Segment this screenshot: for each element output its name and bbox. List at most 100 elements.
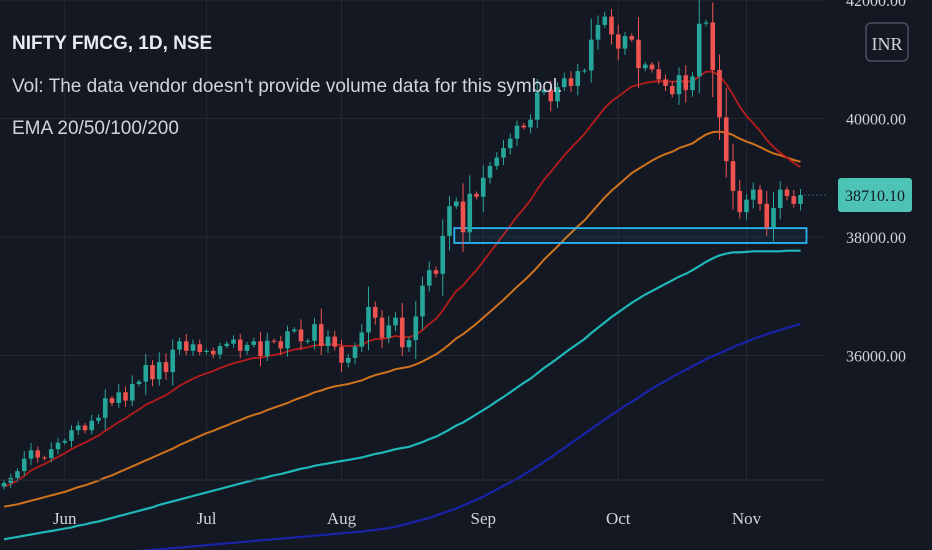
candle-body-40	[271, 340, 277, 342]
candle-body-43	[291, 329, 297, 332]
candle-body-30	[204, 350, 209, 352]
candle-body-27	[183, 341, 189, 351]
x-tick-label-jul: Jul	[197, 509, 217, 528]
ema50-line	[3, 130, 801, 508]
candle-body-99	[669, 85, 675, 95]
candle-body-60	[406, 340, 412, 348]
candle-body-37	[251, 341, 257, 345]
candle-body-111	[750, 189, 756, 200]
candle-body-8	[55, 442, 61, 450]
candle-body-4	[28, 450, 34, 459]
candle-body-28	[190, 344, 196, 351]
candle-body-25	[170, 349, 176, 373]
y-axis: 42000.00 40000.00 38000.00 36000.00	[846, 0, 906, 366]
candle-body-81	[548, 89, 554, 102]
candle-body-77	[521, 125, 527, 128]
x-tick-label-nov: Nov	[732, 509, 762, 528]
last-price-label: 38710.10	[838, 178, 912, 212]
currency-button-frame[interactable]	[865, 22, 909, 62]
candle-body-5	[35, 450, 41, 458]
candle-body-93	[629, 36, 635, 40]
candle-body-100	[676, 75, 682, 95]
chart-series	[1, 0, 826, 550]
symbol-title: NIFTY FMCG, 1D, NSE	[12, 33, 212, 54]
candle-body-88	[595, 24, 601, 40]
candle-body-16	[109, 398, 115, 403]
candle-body-117	[791, 196, 797, 204]
y-tick-label-3: 36000.00	[846, 349, 906, 366]
chart-grid	[0, 0, 826, 480]
candle-body-23	[156, 362, 162, 380]
candle-body-70	[474, 193, 479, 197]
y-tick-label-2: 38000.00	[846, 230, 906, 247]
candle-body-62	[420, 285, 425, 317]
candle-body-64	[433, 270, 439, 274]
candle-body-42	[285, 331, 290, 349]
candle-body-69	[467, 193, 473, 233]
candle-body-76	[514, 125, 520, 139]
candle-body-3	[21, 458, 27, 472]
candle-body-12	[82, 425, 88, 431]
candle-body-9	[62, 440, 68, 443]
indicator-label: EMA 20/50/100/200	[12, 118, 179, 139]
candle-body-66	[447, 206, 452, 236]
candle-body-84	[568, 78, 574, 86]
x-axis: Jun Jul Aug Sep Oct Nov	[53, 509, 762, 528]
candle-body-52	[352, 346, 358, 358]
candle-body-55	[372, 306, 378, 318]
candle-body-113	[764, 203, 770, 228]
candle-body-75	[507, 138, 513, 149]
candle-body-68	[460, 201, 466, 233]
candle-body-78	[528, 119, 533, 128]
candle-body-47	[318, 324, 324, 347]
candle-body-59	[399, 317, 405, 348]
candle-body-41	[278, 341, 284, 349]
candle-body-17	[116, 392, 122, 403]
currency-button-label[interactable]: INR	[872, 34, 903, 54]
candle-body-6	[42, 457, 47, 459]
candle-body-73	[494, 157, 500, 166]
candle-body-45	[305, 340, 311, 342]
x-tick-label-jun: Jun	[53, 509, 77, 528]
candle-body-58	[393, 317, 398, 326]
ema200-line	[138, 323, 801, 550]
candle-body-104	[703, 22, 709, 24]
candle-body-97	[656, 69, 662, 80]
candle-body-107	[723, 117, 729, 162]
candle-body-57	[386, 325, 392, 338]
candle-body-108	[730, 161, 736, 191]
candle-body-14	[96, 417, 101, 421]
candle-body-98	[663, 79, 668, 86]
candle-body-90	[609, 16, 614, 35]
candle-body-105	[710, 22, 716, 70]
candle-body-38	[258, 341, 263, 357]
last-price-value: 38710.10	[845, 188, 905, 205]
candle-body-61	[413, 316, 419, 341]
candle-body-22	[150, 365, 155, 380]
candle-body-116	[784, 189, 790, 197]
candle-body-54	[366, 306, 371, 333]
candle-body-49	[332, 336, 338, 347]
currency-button[interactable]: INR	[865, 22, 909, 62]
last-price-badge	[838, 178, 912, 212]
x-tick-label-sep: Sep	[471, 509, 497, 528]
candle-body-32	[217, 346, 223, 355]
candle-body-18	[123, 392, 128, 401]
candle-body-11	[75, 425, 81, 431]
candle-body-109	[737, 190, 743, 213]
volume-note: Vol: The data vendor doesn't provide vol…	[12, 76, 562, 97]
y-tick-label-0: 42000.00	[846, 0, 906, 10]
candle-body-19	[129, 384, 135, 401]
candle-body-94	[636, 39, 641, 69]
candle-body-13	[89, 420, 95, 431]
candle-body-34	[231, 339, 236, 344]
candle-body-53	[359, 332, 365, 347]
candle-body-112	[757, 189, 763, 204]
candle-body-67	[453, 201, 459, 207]
candle-body-101	[683, 75, 689, 91]
x-tick-label-aug: Aug	[327, 509, 357, 528]
candle-body-63	[426, 270, 432, 286]
candle-body-35	[237, 339, 243, 351]
